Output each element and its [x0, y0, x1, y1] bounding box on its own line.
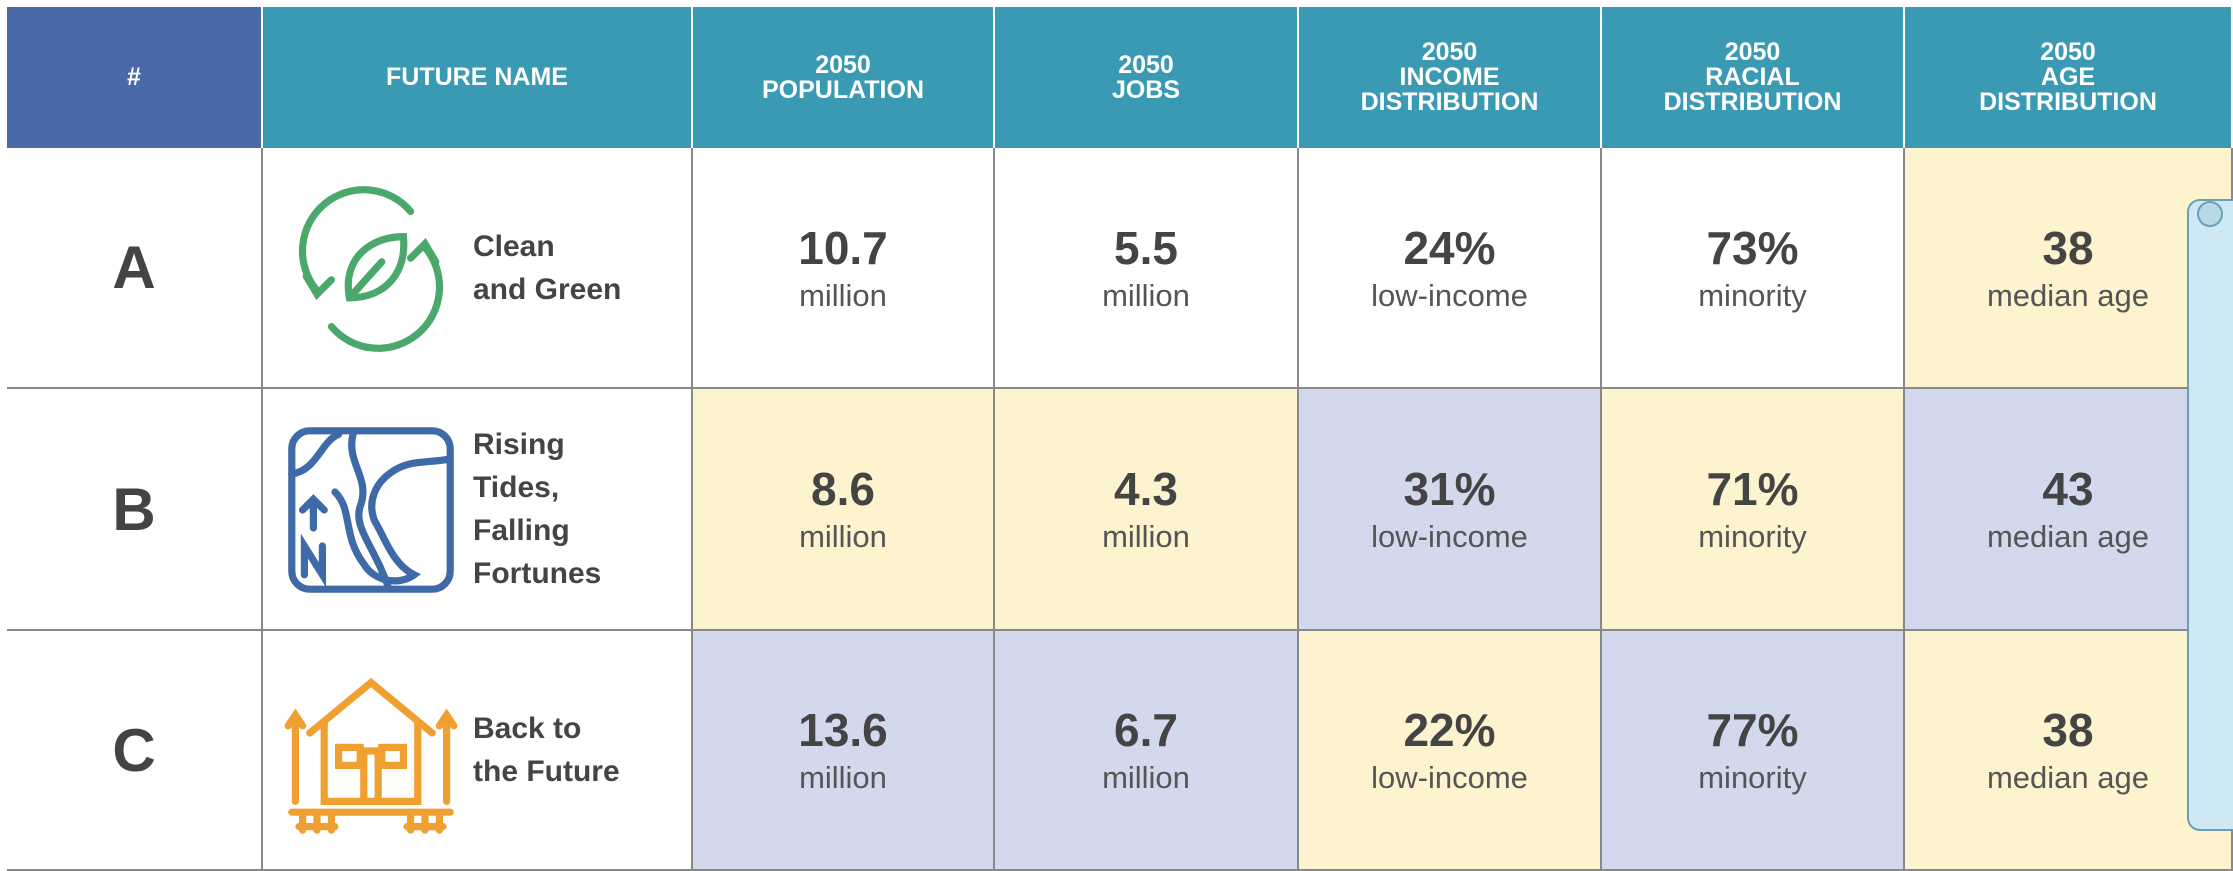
value-cell: 5.5 million [995, 148, 1299, 389]
name-cell: Clean and Green [263, 148, 693, 389]
unit: low-income [1371, 277, 1528, 313]
header-text: 2050 [1724, 38, 1781, 66]
unit: million [799, 277, 887, 313]
header-text: INCOME [1399, 63, 1500, 91]
scroll-curl [2197, 201, 2223, 227]
value-cell: 38 median age [1905, 631, 2233, 871]
header-text: POPULATION [761, 75, 925, 104]
value: 73% [1706, 221, 1799, 274]
future-name: Rising Tides, Falling Fortunes [473, 389, 601, 629]
name-cell: Rising Tides, Falling Fortunes [263, 389, 693, 631]
header-cell: 2050 POPULATION [693, 7, 995, 148]
value: 43 [2042, 463, 2094, 515]
unit: million [799, 760, 887, 795]
future-name: Back to the Future [473, 631, 620, 869]
header-text: DISTRIBUTION [1360, 88, 1539, 116]
icon-leaf-cycle [298, 185, 444, 352]
header-cell: 2050 AGE DISTRIBUTION [1905, 7, 2233, 148]
value: 8.6 [811, 463, 875, 515]
value: 13.6 [798, 704, 888, 756]
header-cell: 2050 JOBS [995, 7, 1299, 148]
row-id: C [112, 716, 156, 784]
value: 77% [1706, 704, 1799, 756]
value-cell: 77% minority [1602, 631, 1905, 871]
unit: minority [1698, 277, 1807, 313]
value: 31% [1403, 463, 1496, 515]
unit: median age [1986, 277, 2149, 313]
row-id-cell: B [7, 389, 263, 631]
value-cell: 31% low-income [1299, 389, 1602, 631]
value-cell: 8.6 million [693, 389, 995, 631]
row-id-cell: C [7, 631, 263, 871]
value-cell: 13.6 million [693, 631, 995, 871]
value-cell: 22% low-income [1299, 631, 1602, 871]
value-cell: 24% low-income [1299, 148, 1602, 389]
unit: million [1102, 519, 1190, 554]
value-cell: 38 median age [1905, 148, 2233, 389]
value: 38 [2042, 221, 2094, 274]
value: 24% [1403, 221, 1496, 274]
header-text: FUTURE NAME [386, 63, 568, 91]
value: 5.5 [1114, 221, 1178, 274]
header-text: DISTRIBUTION [1979, 88, 2157, 116]
unit: million [1102, 277, 1190, 313]
value-cell: 4.3 million [995, 389, 1299, 631]
row-id: A [112, 234, 156, 301]
value-cell: 71% minority [1602, 389, 1905, 631]
future-name-line: Rising [473, 428, 565, 461]
header-cell: 2050 RACIAL DISTRIBUTION [1602, 7, 1905, 148]
row-id: B [112, 475, 156, 543]
header-text: 2050 [1421, 38, 1478, 66]
header-cell: # [7, 7, 263, 148]
row-id-cell: A [7, 148, 263, 389]
header-text: JOBS [1111, 75, 1181, 104]
future-name-line: Fortunes [473, 557, 602, 590]
value-cell: 6.7 million [995, 631, 1299, 871]
header-text: RACIAL [1705, 63, 1800, 91]
header-text: DISTRIBUTION [1663, 88, 1842, 116]
unit: low-income [1371, 519, 1528, 554]
unit: minority [1698, 519, 1807, 554]
icon-map [288, 427, 454, 593]
scroll-panel [2187, 199, 2233, 831]
unit: minority [1698, 760, 1807, 795]
header-text: 2050 [1118, 50, 1174, 79]
value: 6.7 [1114, 704, 1178, 756]
value-cell: 73% minority [1602, 148, 1905, 389]
scroll-body [2187, 199, 2233, 831]
header-text: # [127, 63, 141, 91]
header-text: 2050 [2040, 38, 2096, 66]
unit: median age [1986, 519, 2149, 554]
value: 10.7 [798, 221, 888, 274]
future-name: Clean and Green [473, 148, 621, 387]
header-cell: FUTURE NAME [263, 7, 693, 148]
value-cell: 43 median age [1905, 389, 2233, 631]
future-name-line: Falling [473, 514, 570, 547]
value-cell: 10.7 million [693, 148, 995, 389]
unit: million [1102, 760, 1190, 795]
future-name-line: Back to [473, 712, 582, 745]
future-name-line: Clean [473, 229, 555, 263]
name-cell: Back to the Future [263, 631, 693, 871]
future-name-line: the Future [473, 755, 620, 788]
value: 71% [1706, 463, 1799, 515]
value: 22% [1403, 704, 1496, 756]
header-cell: 2050 INCOME DISTRIBUTION [1299, 7, 1602, 148]
future-name-line: and Green [473, 272, 622, 306]
future-name-line: Tides, [473, 471, 560, 504]
unit: million [799, 519, 887, 554]
header-text: 2050 [815, 50, 871, 79]
header-text: AGE [2040, 63, 2096, 91]
unit: low-income [1371, 760, 1528, 795]
unit: median age [1986, 760, 2149, 795]
value: 4.3 [1114, 463, 1178, 515]
icon-house [284, 677, 458, 834]
value: 38 [2042, 704, 2094, 756]
